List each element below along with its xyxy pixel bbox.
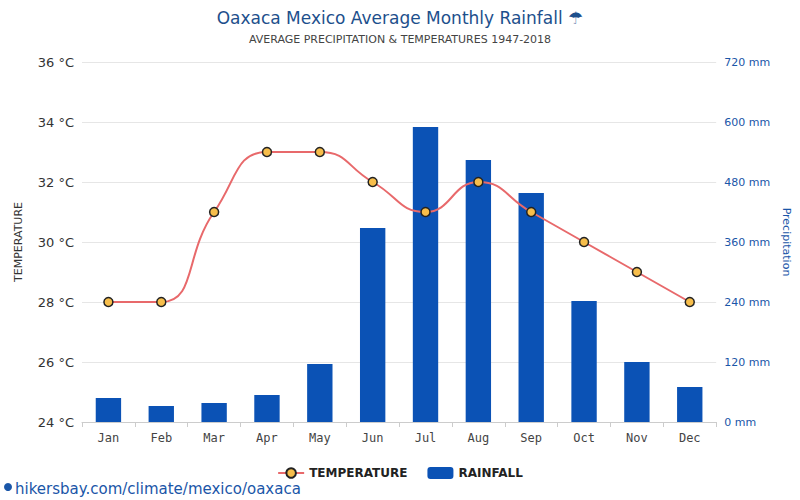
svg-text:360 mm: 360 mm bbox=[724, 236, 770, 249]
svg-text:RAINFALL: RAINFALL bbox=[458, 466, 523, 480]
svg-text:720 mm: 720 mm bbox=[724, 56, 770, 69]
svg-text:240 mm: 240 mm bbox=[724, 296, 770, 309]
svg-text:hikersbay.com/climate/mexico/o: hikersbay.com/climate/mexico/oaxaca bbox=[15, 480, 301, 498]
svg-text:Aug: Aug bbox=[468, 431, 490, 445]
svg-text:Sep: Sep bbox=[520, 431, 542, 445]
svg-text:600 mm: 600 mm bbox=[724, 116, 770, 129]
svg-text:Jun: Jun bbox=[362, 431, 384, 445]
svg-text:Apr: Apr bbox=[256, 431, 278, 445]
svg-text:36 °C: 36 °C bbox=[38, 55, 74, 70]
svg-text:Mar: Mar bbox=[203, 431, 225, 445]
svg-text:TEMPERATURE: TEMPERATURE bbox=[12, 202, 25, 283]
svg-text:Oaxaca Mexico Average Monthly: Oaxaca Mexico Average Monthly Rainfall ☂ bbox=[217, 8, 584, 28]
svg-text:AVERAGE PRECIPITATION & TEMPER: AVERAGE PRECIPITATION & TEMPERATURES 194… bbox=[249, 33, 551, 46]
svg-text:24 °C: 24 °C bbox=[38, 415, 74, 430]
svg-text:34 °C: 34 °C bbox=[38, 115, 74, 130]
svg-text:Precipitation: Precipitation bbox=[780, 208, 793, 277]
svg-text:Jan: Jan bbox=[98, 431, 120, 445]
svg-text:Feb: Feb bbox=[150, 431, 172, 445]
svg-text:Nov: Nov bbox=[626, 431, 648, 445]
svg-text:480 mm: 480 mm bbox=[724, 176, 770, 189]
svg-text:TEMPERATURE: TEMPERATURE bbox=[309, 466, 407, 480]
svg-text:120 mm: 120 mm bbox=[724, 356, 770, 369]
svg-text:Jul: Jul bbox=[415, 431, 437, 445]
svg-text:28 °C: 28 °C bbox=[38, 295, 74, 310]
svg-text:Oct: Oct bbox=[573, 431, 595, 445]
svg-text:26 °C: 26 °C bbox=[38, 355, 74, 370]
svg-text:32 °C: 32 °C bbox=[38, 175, 74, 190]
svg-text:0 mm: 0 mm bbox=[724, 416, 756, 429]
svg-text:30 °C: 30 °C bbox=[38, 235, 74, 250]
svg-text:Dec: Dec bbox=[679, 431, 701, 445]
svg-text:May: May bbox=[309, 431, 331, 445]
